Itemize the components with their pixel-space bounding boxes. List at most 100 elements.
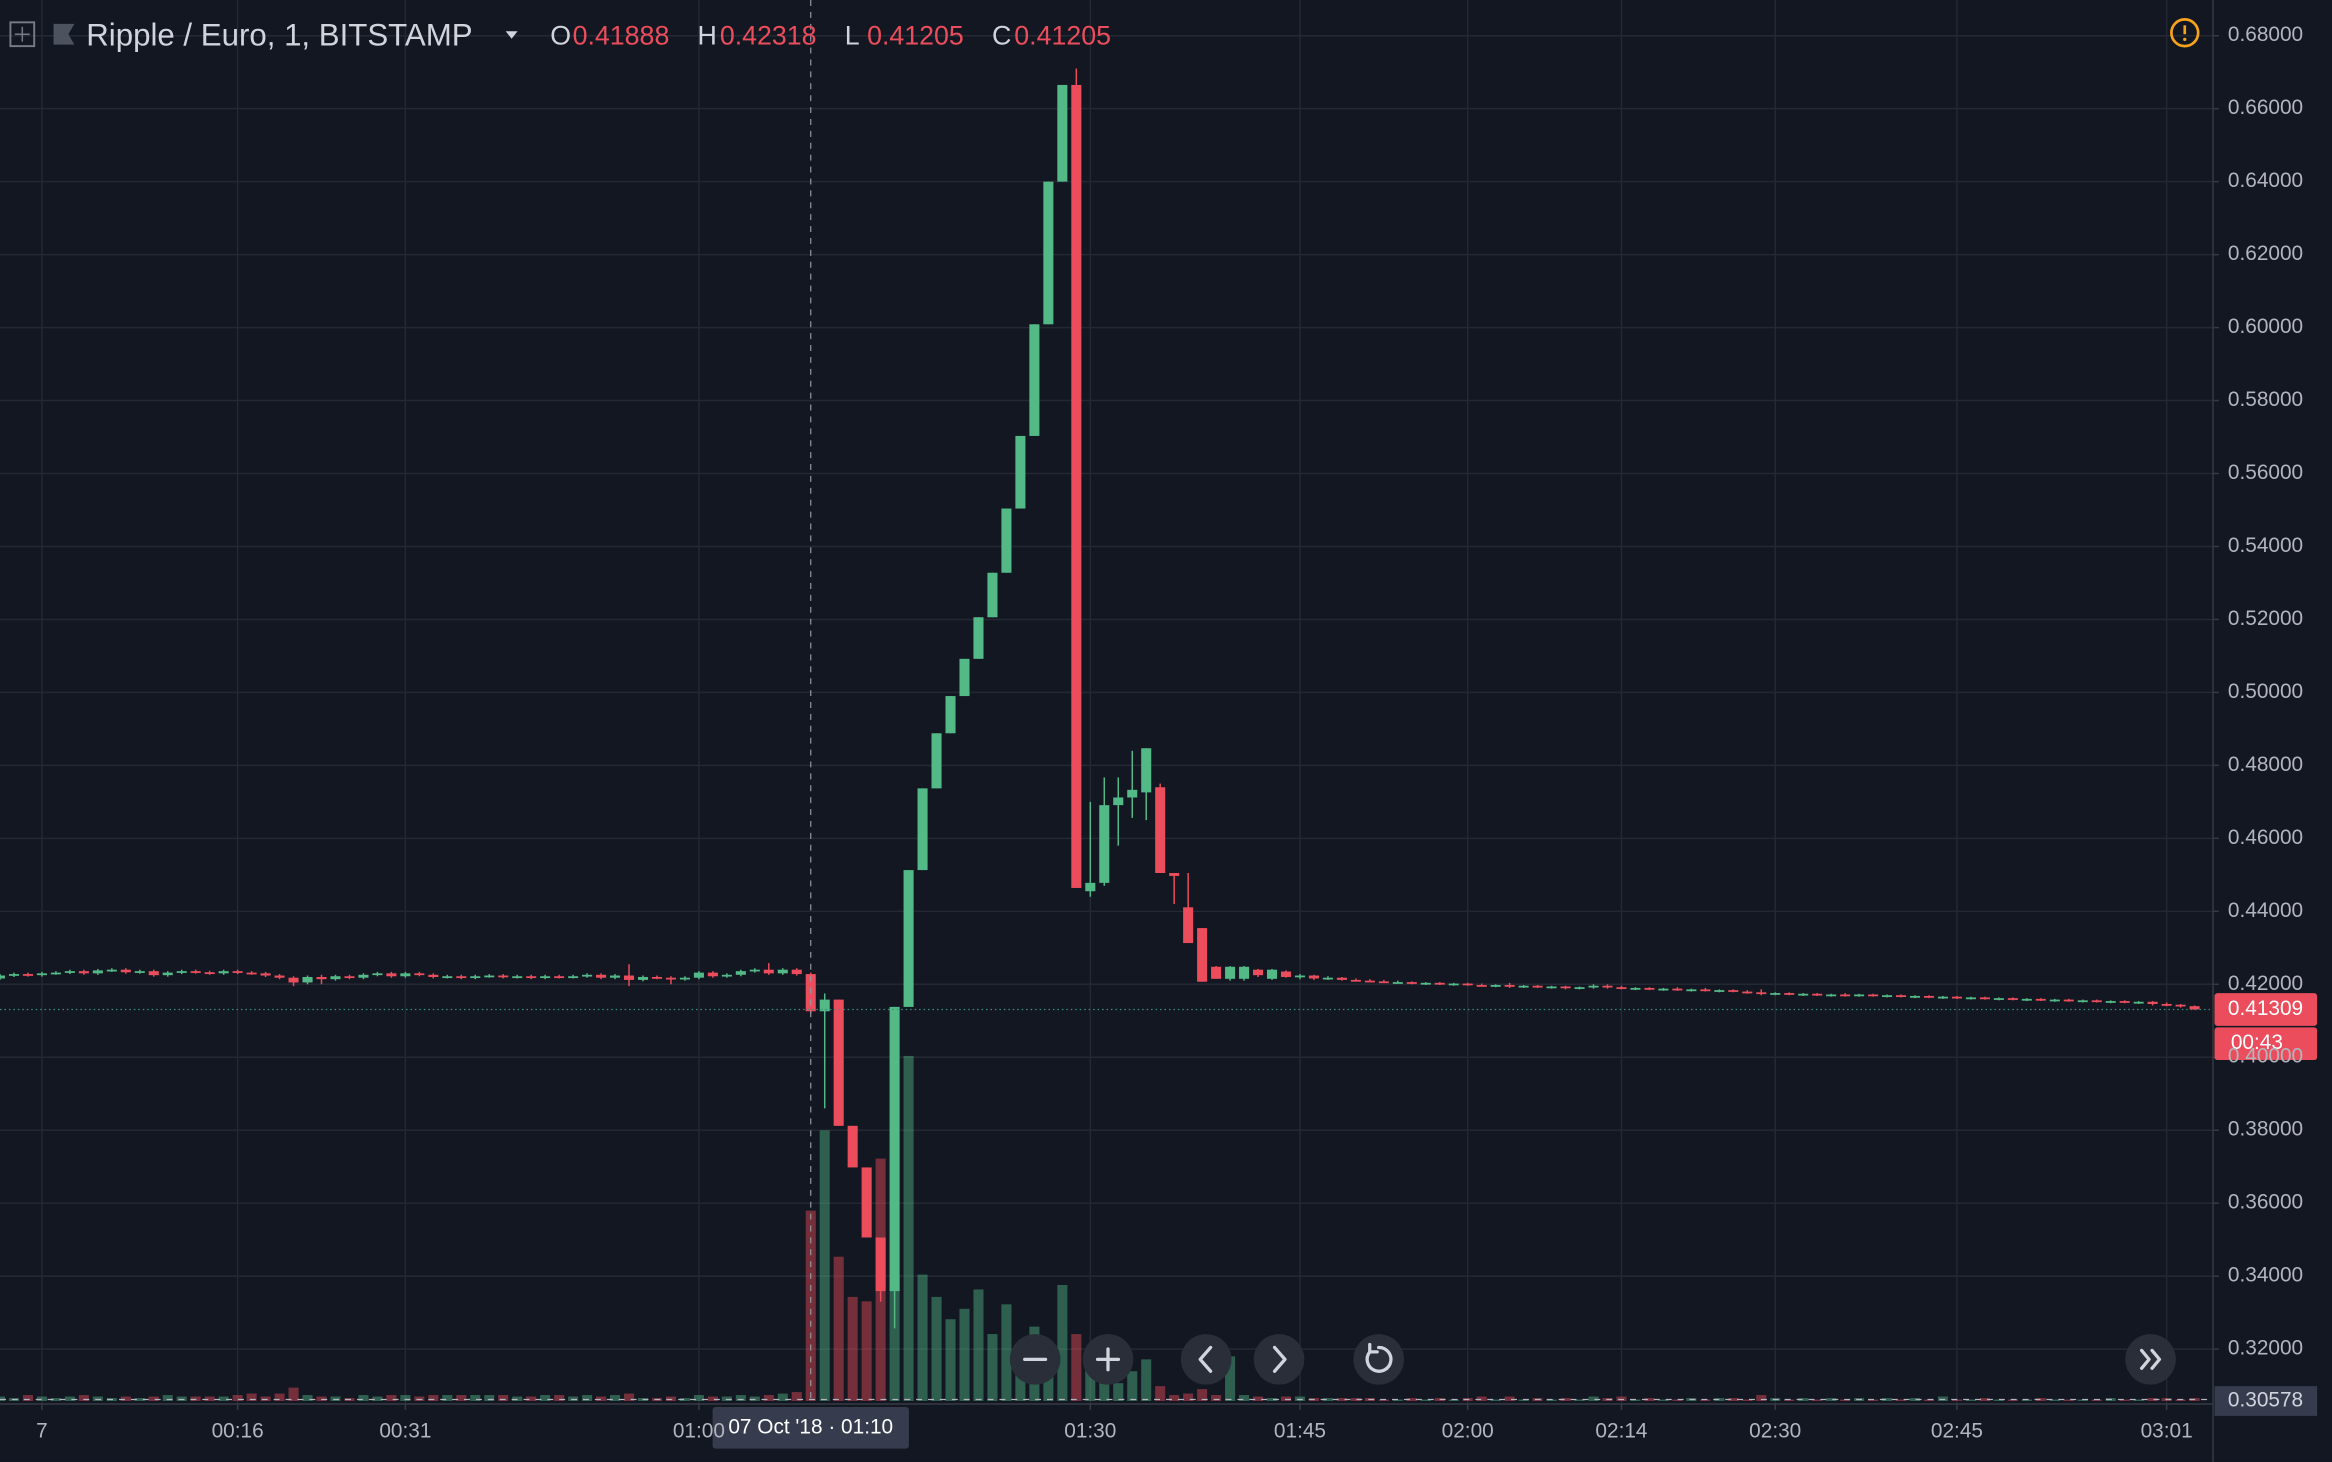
candle-body <box>1532 985 1543 988</box>
volume-bar <box>623 1393 635 1402</box>
y-tick-label: 0.54000 <box>2228 534 2303 557</box>
candle-body <box>204 972 215 975</box>
candle-body <box>8 974 20 976</box>
candle-body <box>1854 994 1865 997</box>
volume-bar <box>1085 1359 1096 1402</box>
flag-icon[interactable] <box>53 23 75 45</box>
volume-bar <box>791 1392 802 1402</box>
candle-body <box>2189 1006 2200 1010</box>
volume-bar <box>218 1396 229 1402</box>
y-tick-label: 0.50000 <box>2228 680 2303 703</box>
y-tick-label: 0.44000 <box>2228 899 2303 922</box>
candle-body <box>1993 998 2004 1000</box>
volume-bar <box>610 1395 621 1402</box>
x-tick-label: 02:30 <box>1749 1420 1801 1443</box>
volume-bar <box>2091 1399 2102 1402</box>
volume-bar <box>176 1396 187 1402</box>
legend-key: L <box>845 20 860 50</box>
symbol-dropdown[interactable] <box>505 31 518 39</box>
volume-bar <box>1882 1398 1893 1402</box>
candle-body <box>917 788 928 871</box>
crosshair-box <box>712 1406 909 1449</box>
candle-body <box>358 974 369 978</box>
candle-body <box>1448 983 1459 986</box>
candle-body <box>316 976 327 980</box>
candle-body <box>1840 994 1851 997</box>
volume-bar <box>372 1396 383 1402</box>
candle-body <box>1113 797 1124 806</box>
volume-bar <box>1406 1398 1417 1402</box>
volume-bar <box>1239 1395 1250 1402</box>
candle-body <box>679 977 690 980</box>
candle-body <box>302 976 313 983</box>
volume-bar <box>1896 1399 1907 1402</box>
candle-body <box>246 972 257 975</box>
legend-key: H <box>698 20 717 50</box>
symbol-title[interactable]: Ripple / Euro, 1, BITSTAMP <box>86 17 472 52</box>
scroll-right-button[interactable] <box>1253 1334 1305 1385</box>
candle-body <box>1616 987 1627 989</box>
reset-button[interactable] <box>1353 1334 1404 1385</box>
volume-bar <box>540 1395 551 1402</box>
candle-body <box>2161 1003 2172 1006</box>
scroll-left-button[interactable] <box>1180 1334 1232 1385</box>
volume-bar <box>36 1396 47 1402</box>
legend-value: 0.41888 <box>573 20 670 50</box>
candle-body <box>190 971 201 973</box>
candle-body <box>554 976 565 979</box>
volume-bar <box>498 1395 509 1402</box>
candle-body <box>1350 979 1361 982</box>
volume-bar <box>260 1396 271 1402</box>
candle-body <box>2063 999 2074 1002</box>
candle-body <box>2133 1001 2144 1004</box>
candle-body <box>372 973 383 976</box>
volume-bar <box>1868 1399 1879 1402</box>
volume-bar <box>274 1393 285 1402</box>
volume-bar <box>1700 1399 1711 1402</box>
volume-bar <box>582 1395 593 1402</box>
candle-body <box>218 971 229 974</box>
add-icon[interactable] <box>9 21 36 48</box>
candle-body <box>22 974 33 976</box>
reset-glyph <box>1365 1342 1393 1373</box>
candle-body <box>1574 987 1585 989</box>
volume-bar <box>484 1395 495 1402</box>
volume-bar <box>1812 1399 1823 1402</box>
candle-body <box>106 969 117 972</box>
y-tick-label: 0.64000 <box>2228 169 2303 192</box>
candle-body <box>1728 990 1739 992</box>
x-tick-label: 7 <box>36 1420 48 1443</box>
volume-bar <box>1909 1398 1921 1402</box>
volume-bar <box>819 1130 830 1402</box>
candle-body <box>889 1006 900 1292</box>
x-tick-label: 02:00 <box>1442 1420 1494 1443</box>
candle-body <box>693 972 704 978</box>
x-tick-label: 03:01 <box>2141 1420 2193 1443</box>
candle-body <box>2077 1000 2088 1003</box>
candle-body <box>414 973 425 976</box>
volume-bar <box>1197 1389 1208 1402</box>
y-tick-label: 0.62000 <box>2228 242 2303 265</box>
volume-bar <box>442 1395 453 1402</box>
warning-icon[interactable] <box>2170 18 2200 48</box>
scroll-left-glyph <box>1198 1345 1213 1373</box>
y-tick-label: 0.32000 <box>2228 1337 2303 1360</box>
volume-bar <box>1546 1399 1557 1402</box>
candle-body <box>1588 985 1599 988</box>
x-tick-label: 01:00 <box>673 1420 725 1443</box>
candle-body <box>176 971 187 973</box>
volume-bar <box>148 1396 159 1402</box>
candle-body <box>1183 907 1194 944</box>
volume-bar <box>386 1395 397 1402</box>
volume-bar <box>1155 1386 1166 1402</box>
grid <box>0 0 2219 1410</box>
candle-body <box>763 969 774 974</box>
candles <box>0 68 2200 1329</box>
volume-bar <box>2133 1399 2144 1402</box>
volume-bar <box>1714 1398 1725 1402</box>
candle-body <box>735 971 746 975</box>
candle-body <box>1826 994 1837 997</box>
candle-body <box>1490 985 1501 987</box>
